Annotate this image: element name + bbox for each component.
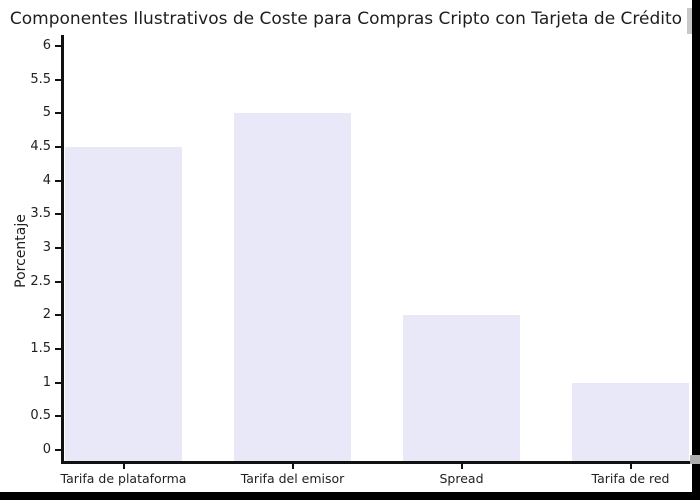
y-tick-mark [55, 247, 62, 249]
y-tick-mark [55, 45, 62, 47]
y-tick-label: 0.5 [30, 408, 51, 424]
x-axis-line [61, 461, 692, 464]
bar-1 [65, 147, 182, 461]
y-tick-label: 1.5 [30, 341, 51, 356]
y-tick-label: 5.5 [30, 71, 51, 87]
y-tick-label: 1 [42, 374, 51, 390]
screen-edge-right [692, 0, 700, 500]
y-tick-mark [55, 179, 62, 182]
y-tick-mark [55, 78, 62, 81]
x-tick-label: Tarifa de plataforma [60, 471, 187, 486]
x-tick-label: Tarifa del emisor [240, 471, 345, 486]
y-tick-label: 3 [42, 240, 51, 255]
x-tick-mark [291, 463, 294, 469]
y-tick-mark [55, 348, 62, 350]
y-tick-mark [55, 449, 62, 451]
x-tick-label: Spread [439, 471, 484, 486]
y-tick-label: 4.5 [30, 139, 51, 154]
bar-3 [403, 315, 520, 461]
y-tick-label: 0 [42, 442, 51, 457]
y-tick-label: 3.5 [30, 206, 51, 222]
scrollbar-corner[interactable] [690, 455, 700, 464]
y-tick-label: 2 [42, 307, 51, 323]
y-tick-mark [55, 146, 62, 148]
y-tick-mark [55, 314, 62, 317]
chart-title: Componentes Ilustrativos de Coste para C… [9, 9, 683, 29]
bar-2 [234, 113, 351, 461]
scrollbar-thumb[interactable] [687, 8, 693, 34]
y-tick-mark [55, 213, 62, 216]
y-axis-line [61, 35, 64, 463]
y-tick-label: 5 [42, 105, 51, 121]
y-tick-label: 6 [42, 38, 51, 53]
screen-edge-bottom [0, 492, 700, 500]
y-tick-mark [55, 280, 62, 283]
x-tick-mark [122, 463, 125, 469]
y-tick-mark [55, 381, 62, 384]
y-tick-mark [55, 415, 62, 418]
y-tick-label: 2.5 [30, 273, 51, 289]
y-tick-label: 4 [42, 172, 51, 188]
bar-4 [572, 382, 689, 461]
y-tick-mark [55, 112, 62, 115]
x-tick-mark [460, 463, 463, 469]
x-tick-label: Tarifa de red [591, 471, 670, 486]
x-tick-mark [629, 463, 632, 469]
